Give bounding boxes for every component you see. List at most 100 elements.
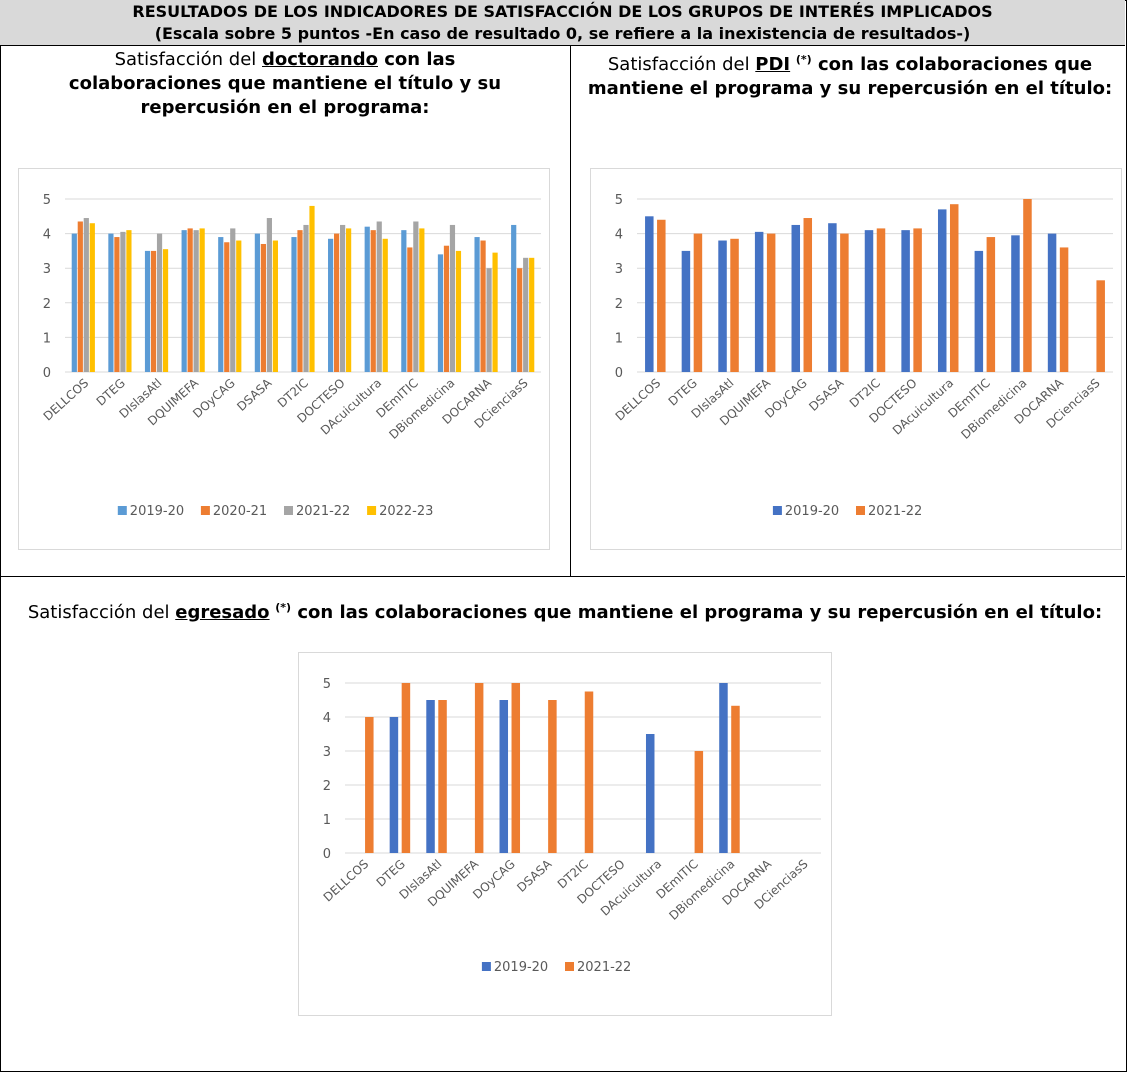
bar xyxy=(413,221,419,372)
bar xyxy=(144,250,151,372)
y-tick-label: 3 xyxy=(323,745,331,760)
legend-label: 2022-23 xyxy=(379,504,433,519)
bar xyxy=(499,700,509,853)
y-tick-label: 1 xyxy=(615,331,623,346)
bar xyxy=(974,250,984,372)
bar xyxy=(77,221,83,372)
legend-label: 2021-22 xyxy=(296,504,350,519)
y-tick-label: 1 xyxy=(43,331,51,346)
bar xyxy=(681,250,691,372)
bar xyxy=(297,230,303,372)
bar xyxy=(443,245,450,372)
bar xyxy=(89,223,95,372)
y-tick-label: 5 xyxy=(615,193,623,208)
bar xyxy=(455,250,462,372)
bar xyxy=(83,218,89,372)
legend-swatch xyxy=(284,506,293,515)
bar xyxy=(340,224,346,372)
x-tick-label: DSASA xyxy=(234,375,275,414)
legend-label: 2021-22 xyxy=(868,504,922,519)
bar xyxy=(1011,235,1020,372)
bar xyxy=(346,228,352,372)
bar xyxy=(694,751,704,853)
bar xyxy=(511,224,517,372)
legend-swatch xyxy=(200,506,210,515)
y-tick-label: 5 xyxy=(43,193,51,208)
bar xyxy=(419,228,425,372)
legend-swatch xyxy=(367,506,377,515)
egresado-title-key: egresado xyxy=(175,602,270,623)
y-tick-label: 2 xyxy=(615,297,623,312)
bar xyxy=(224,242,230,372)
legend-label: 2019-20 xyxy=(130,504,184,519)
x-tick-label: DELLCOS xyxy=(613,376,664,424)
y-tick-label: 4 xyxy=(615,228,623,243)
bar xyxy=(584,691,594,853)
bar xyxy=(401,230,407,372)
bar xyxy=(260,243,266,372)
bar xyxy=(730,238,739,372)
bar xyxy=(193,230,199,372)
bar xyxy=(949,204,959,372)
bar xyxy=(376,221,382,372)
doctorando-title-key: doctorando xyxy=(262,49,378,70)
bar xyxy=(803,218,813,372)
bar xyxy=(449,224,456,372)
bar xyxy=(766,233,776,372)
bar xyxy=(731,705,740,853)
bar xyxy=(334,233,340,372)
pdi-panel-title: Satisfacción del PDI (*) con las colabor… xyxy=(576,48,1124,101)
bar xyxy=(1059,247,1069,372)
bar xyxy=(389,717,399,853)
bar xyxy=(108,233,114,372)
bar xyxy=(114,237,120,372)
bar xyxy=(645,216,654,372)
legend-swatch xyxy=(117,506,127,515)
x-tick-label: DSASA xyxy=(806,375,847,414)
bar xyxy=(266,218,272,372)
egresado-panel-title: Satisfacción del egresado (*) con las co… xyxy=(20,596,1110,625)
bar xyxy=(754,231,764,372)
bar xyxy=(407,247,413,372)
bar xyxy=(236,240,242,372)
legend-label: 2019-20 xyxy=(494,960,548,975)
bar xyxy=(437,254,444,372)
bar xyxy=(828,223,837,372)
y-tick-label: 3 xyxy=(43,262,51,277)
bar xyxy=(181,230,187,372)
pdi-title-post: con las colaboraciones que mantiene el p… xyxy=(587,54,1113,99)
row-divider xyxy=(0,576,1125,577)
egresado-title-mark: (*) xyxy=(275,601,292,614)
bar xyxy=(370,230,376,372)
bar xyxy=(401,683,411,853)
bar xyxy=(218,237,224,372)
bar xyxy=(523,257,529,372)
pdi-title-pre: Satisfacción del xyxy=(607,54,756,75)
legend-swatch xyxy=(565,962,574,971)
y-tick-label: 0 xyxy=(615,366,623,381)
bar xyxy=(913,228,922,372)
bar xyxy=(156,233,163,372)
y-tick-label: 1 xyxy=(323,813,331,828)
bar xyxy=(876,228,886,372)
doctorando-title-post: con las colaboraciones que mantiene el t… xyxy=(68,49,502,118)
y-tick-label: 0 xyxy=(43,366,51,381)
bar xyxy=(382,238,388,372)
bar xyxy=(1096,280,1105,372)
bar xyxy=(438,700,447,853)
bar xyxy=(254,233,260,372)
y-tick-label: 2 xyxy=(323,779,331,794)
bar xyxy=(291,237,297,372)
x-tick-label: DELLCOS xyxy=(41,376,92,424)
header-title: RESULTADOS DE LOS INDICADORES DE SATISFA… xyxy=(132,2,993,21)
bar xyxy=(718,240,727,372)
bar xyxy=(693,233,703,372)
doctorando-chart: 0 1 2 3 4 5 DELLCOS DTEG DIslasAtl DQUIMEFA DOyCAG… xyxy=(18,168,550,550)
bar xyxy=(162,249,169,372)
bar xyxy=(1023,199,1032,372)
table-header: RESULTADOS DE LOS INDICADORES DE SATISFA… xyxy=(0,0,1125,46)
bar xyxy=(365,717,374,853)
bar xyxy=(986,237,996,372)
